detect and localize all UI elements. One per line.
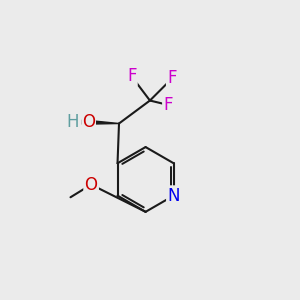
Text: F: F [167,69,177,87]
Text: H: H [67,113,79,131]
Polygon shape [82,120,119,124]
Text: O: O [82,113,95,131]
Text: F: F [127,68,136,85]
Text: O: O [85,176,98,194]
Text: F: F [164,96,173,114]
Text: N: N [167,187,180,205]
